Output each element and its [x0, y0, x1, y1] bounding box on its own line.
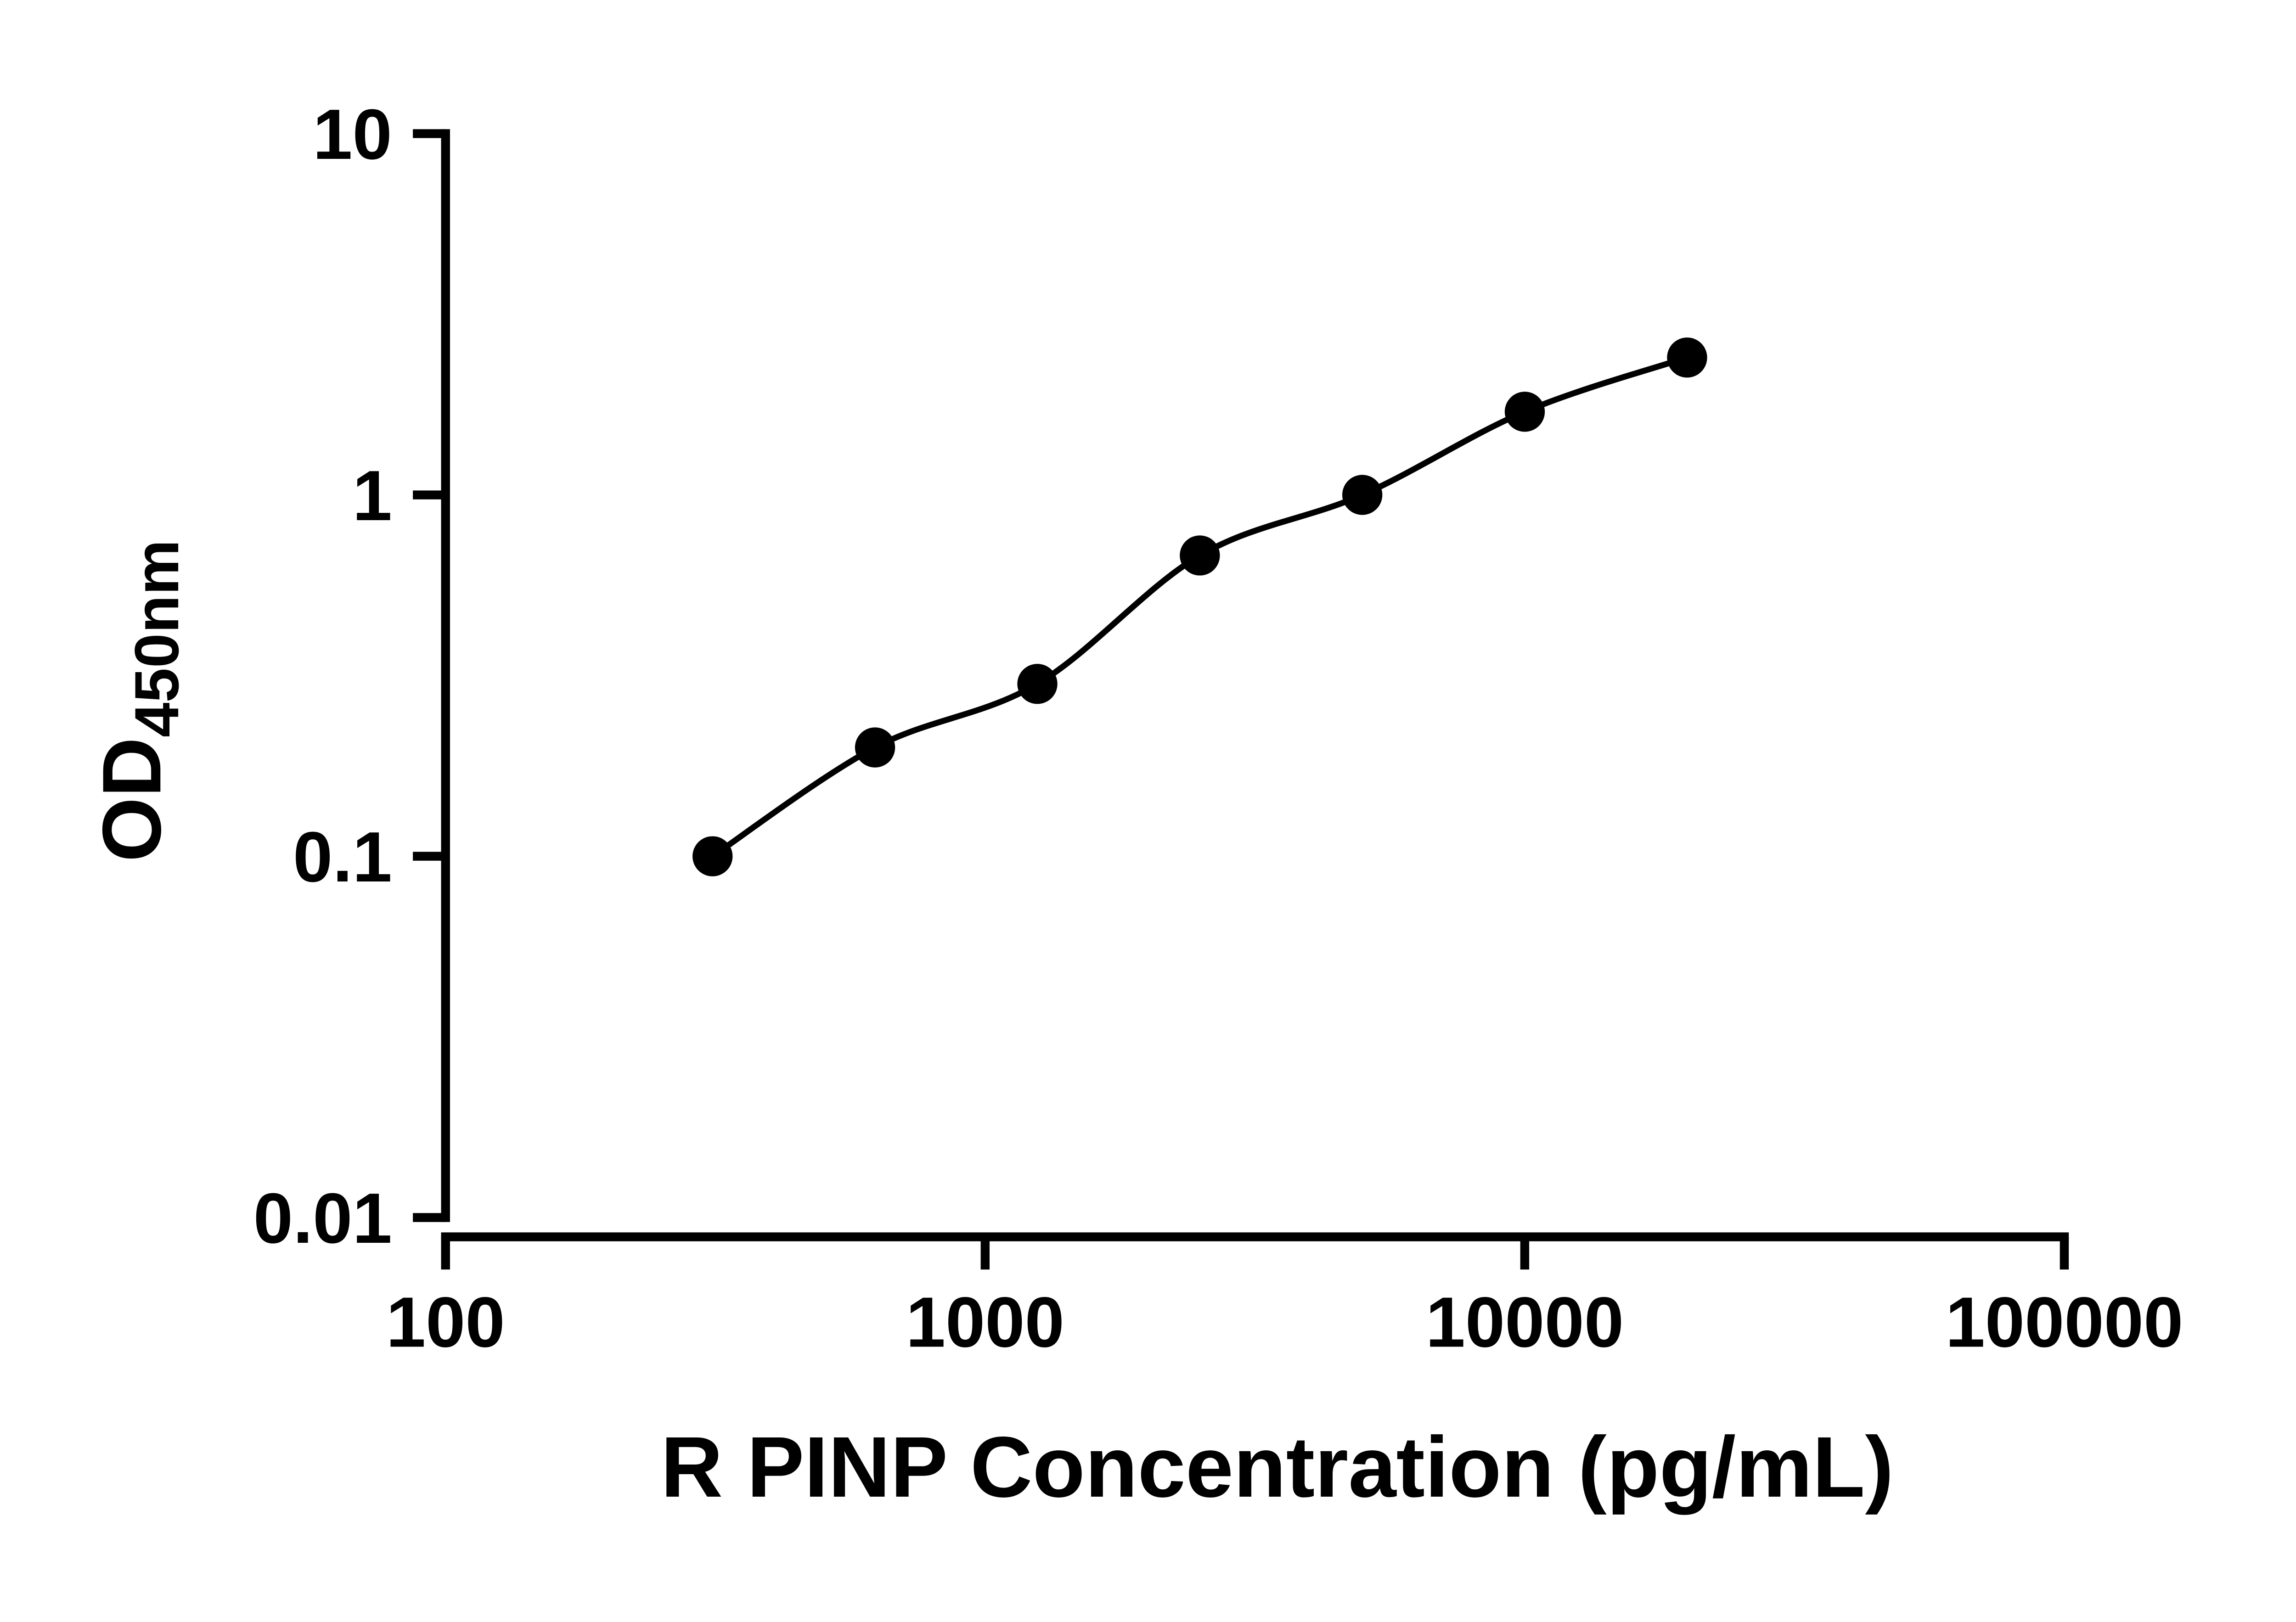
fit-curve	[711, 354, 1688, 859]
y-axis-title-main: OD	[85, 737, 178, 862]
data-point	[1180, 535, 1220, 576]
axes-layer	[441, 129, 2069, 1241]
y-axis-tick-label: 10	[313, 94, 392, 174]
data-point	[692, 836, 733, 876]
data-point	[1504, 392, 1545, 432]
y-axis-title-subscript: 450nm	[122, 539, 191, 737]
data-point	[1017, 663, 1058, 704]
data-layer	[692, 337, 1707, 876]
x-axis-tick-label: 100	[386, 1282, 505, 1362]
x-axis-title: R PINP Concentration (pg/mL)	[661, 1419, 1894, 1515]
standard-curve-chart: 100 1000 10000 100000 0.01 0.1 1 10 R PINP Conc…	[85, 94, 2183, 1515]
x-axis-tick-label: 100000	[1945, 1282, 2183, 1362]
x-axis-tick-label: 1000	[906, 1282, 1064, 1362]
data-point	[1667, 337, 1707, 378]
chart-page: 100 1000 10000 100000 0.01 0.1 1 10 R PINP Conc…	[85, 94, 2183, 1515]
data-point	[1342, 475, 1383, 515]
y-axis-title: OD450nm	[85, 539, 191, 862]
y-axis-tick-label: 1	[352, 455, 392, 535]
tick-layer: 100 1000 10000 100000 0.01 0.1 1 10	[253, 94, 2183, 1362]
data-point	[855, 727, 895, 768]
x-axis-tick-label: 10000	[1426, 1282, 1624, 1362]
y-axis-tick-label: 0.1	[293, 817, 392, 897]
y-axis-tick-label: 0.01	[253, 1178, 392, 1258]
